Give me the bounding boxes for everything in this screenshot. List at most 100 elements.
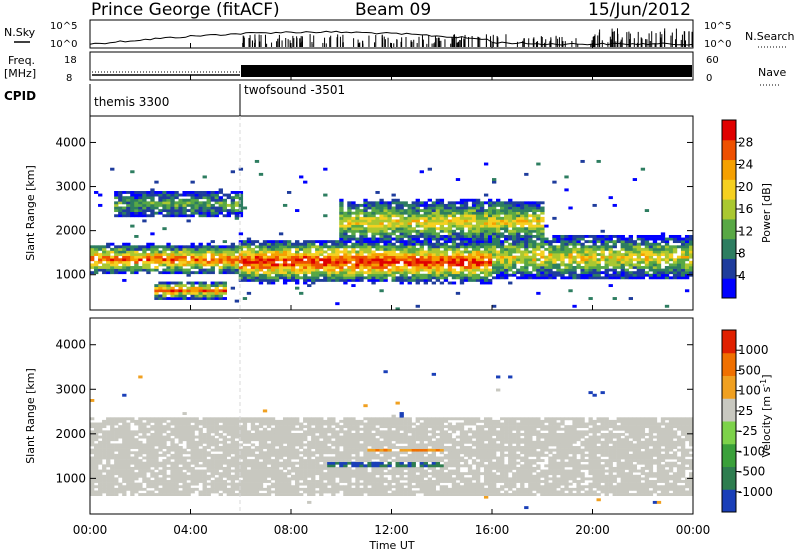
heatmap-cell (295, 240, 300, 244)
heatmap-cell (222, 456, 227, 460)
heatmap-cell (299, 291, 304, 295)
heatmap-cell (604, 263, 609, 267)
heatmap-cell (307, 485, 312, 489)
heatmap-cell (628, 266, 633, 269)
heatmap-cell (496, 198, 501, 202)
heatmap-cell (500, 263, 505, 267)
heatmap-cell (516, 250, 521, 254)
heatmap-cell (238, 245, 244, 249)
heatmap-cell (351, 224, 356, 228)
heatmap-cell (158, 493, 163, 496)
heatmap-cell (295, 490, 300, 494)
heatmap-cell (186, 461, 191, 465)
heatmap-cell (170, 480, 175, 483)
heatmap-cell (174, 245, 179, 249)
heatmap-cell (214, 247, 219, 251)
heatmap-cell (403, 263, 408, 267)
heatmap-cell (323, 427, 328, 431)
heatmap-cell (126, 250, 131, 254)
heatmap-cell (218, 432, 223, 436)
heatmap-cell (648, 253, 654, 256)
heatmap-cell (371, 201, 376, 205)
heatmap-cell (419, 250, 424, 254)
heatmap-cell (427, 240, 432, 244)
heatmap-cell (182, 193, 187, 197)
heatmap-cell (395, 209, 400, 213)
heatmap-cell (391, 214, 396, 218)
heatmap-cell (411, 214, 416, 218)
heatmap-cell (170, 247, 175, 251)
heatmap-cell (210, 281, 215, 285)
heatmap-cell (479, 242, 485, 246)
heatmap-cell (447, 234, 453, 238)
heatmap-cell (295, 281, 300, 285)
heatmap-cell (102, 258, 107, 262)
heatmap-cell (620, 260, 625, 264)
heatmap-cell (194, 487, 199, 491)
heatmap-cell (214, 456, 219, 460)
heatmap-cell (592, 271, 597, 275)
heatmap-cell (262, 271, 268, 275)
heatmap-cell (210, 417, 215, 421)
heatmap-cell (343, 240, 348, 244)
heatmap-cell (282, 440, 288, 444)
heatmap-cell (230, 271, 236, 275)
heatmap-cell (516, 232, 521, 236)
heatmap-cell (238, 266, 244, 269)
heatmap-cell (222, 469, 227, 473)
heatmap-cell (427, 206, 432, 210)
heatmap-cell (238, 167, 244, 171)
heatmap-cell (274, 419, 280, 423)
heatmap-cell (222, 487, 227, 491)
heatmap-cell (644, 263, 650, 267)
heatmap-cell (210, 427, 215, 431)
heatmap-cell (230, 432, 236, 436)
heatmap-cell (150, 250, 155, 254)
heatmap-cell (299, 477, 304, 481)
heatmap-cell (431, 268, 437, 272)
heatmap-cell (600, 237, 605, 241)
heatmap-cell (307, 443, 312, 447)
heatmap-cell (206, 214, 211, 218)
heatmap-cell (327, 276, 332, 280)
heatmap-cell (126, 255, 131, 259)
heatmap-cell (94, 464, 99, 468)
heatmap-cell (178, 480, 183, 483)
heatmap-cell (411, 227, 416, 231)
heatmap-cell (415, 237, 420, 241)
heatmap-cell (194, 417, 199, 421)
heatmap-cell (134, 255, 139, 259)
heatmap-cell (439, 201, 445, 205)
heatmap-cell (182, 211, 187, 215)
heatmap-cell (154, 268, 159, 272)
heatmap-cell (234, 493, 240, 496)
heatmap-cell (258, 480, 264, 483)
heatmap-cell (656, 276, 662, 280)
heatmap-cell (154, 291, 159, 295)
heatmap-cell (487, 278, 493, 282)
heatmap-cell (375, 201, 380, 205)
heatmap-cell (632, 273, 638, 277)
heatmap-cell (467, 211, 473, 215)
heatmap-cell (274, 485, 280, 489)
heatmap-cell (455, 224, 461, 228)
heatmap-cell (174, 459, 179, 463)
heatmap-cell (170, 191, 175, 194)
heatmap-cell (355, 266, 360, 269)
heatmap-cell (182, 461, 187, 465)
heatmap-cell (463, 216, 469, 220)
heatmap-cell (323, 487, 328, 491)
heatmap-cell (270, 253, 276, 256)
heatmap-cell (403, 229, 408, 233)
heatmap-cell (323, 271, 328, 275)
heatmap-cell (451, 232, 457, 236)
heatmap-cell (286, 469, 292, 473)
heatmap-cell (114, 493, 119, 496)
heatmap-cell (190, 469, 195, 473)
heatmap-cell (234, 271, 240, 275)
heatmap-cell (174, 297, 179, 300)
heatmap-cell (170, 456, 175, 460)
heatmap-cell (94, 425, 99, 429)
heatmap-cell (198, 260, 203, 264)
